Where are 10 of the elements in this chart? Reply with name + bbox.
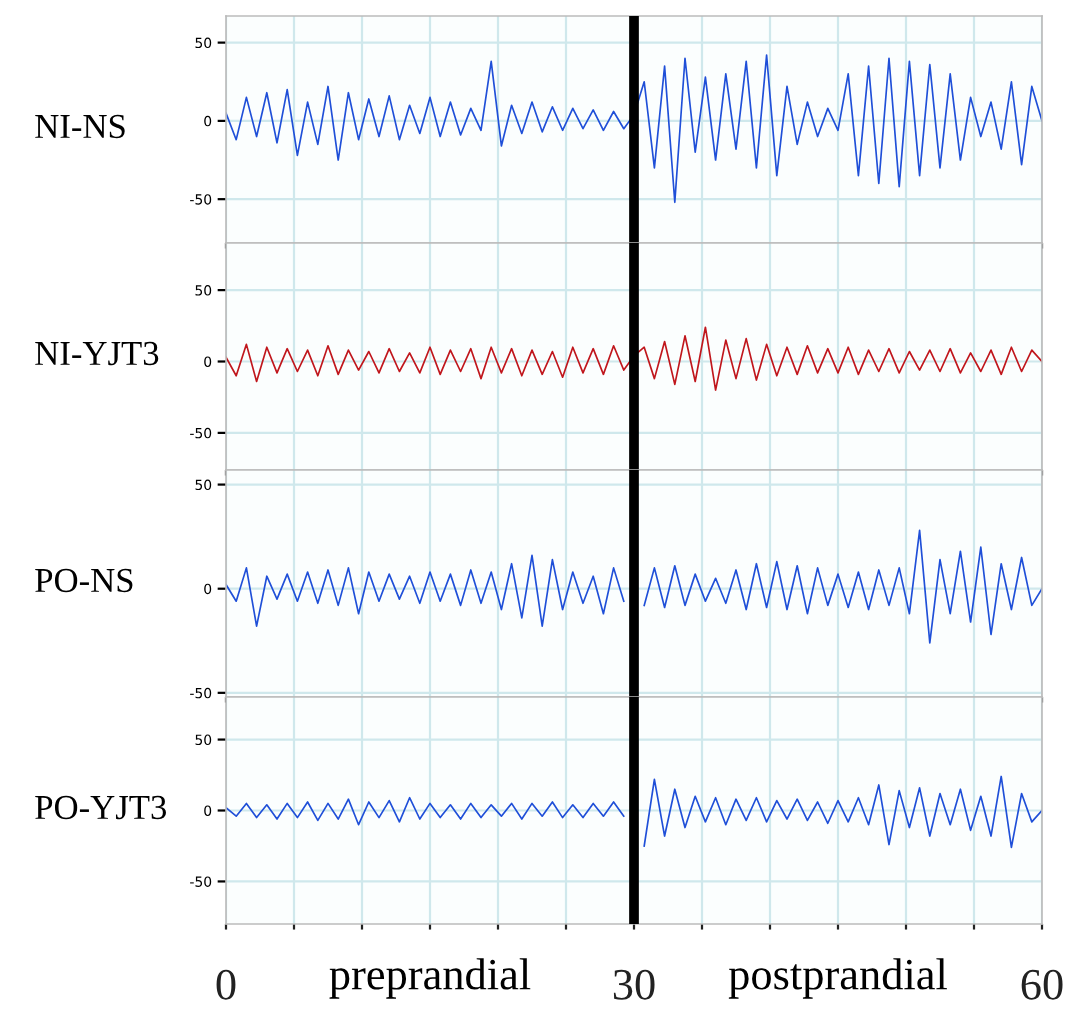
y-axis-title: NI-NS xyxy=(35,114,125,139)
x-tick-label: 60 xyxy=(1021,969,1063,1000)
text: preprandial xyxy=(329,958,531,999)
line-series xyxy=(226,54,1042,204)
text: postprandial xyxy=(728,958,947,999)
line-series xyxy=(226,326,1042,391)
x-tick-label: 30 xyxy=(613,969,655,1000)
y-axis-title: NI-YJT3 xyxy=(35,341,159,366)
y-axis-title: PO-YJT3 xyxy=(35,795,166,820)
y-axis-title: PO-NS xyxy=(35,568,133,593)
